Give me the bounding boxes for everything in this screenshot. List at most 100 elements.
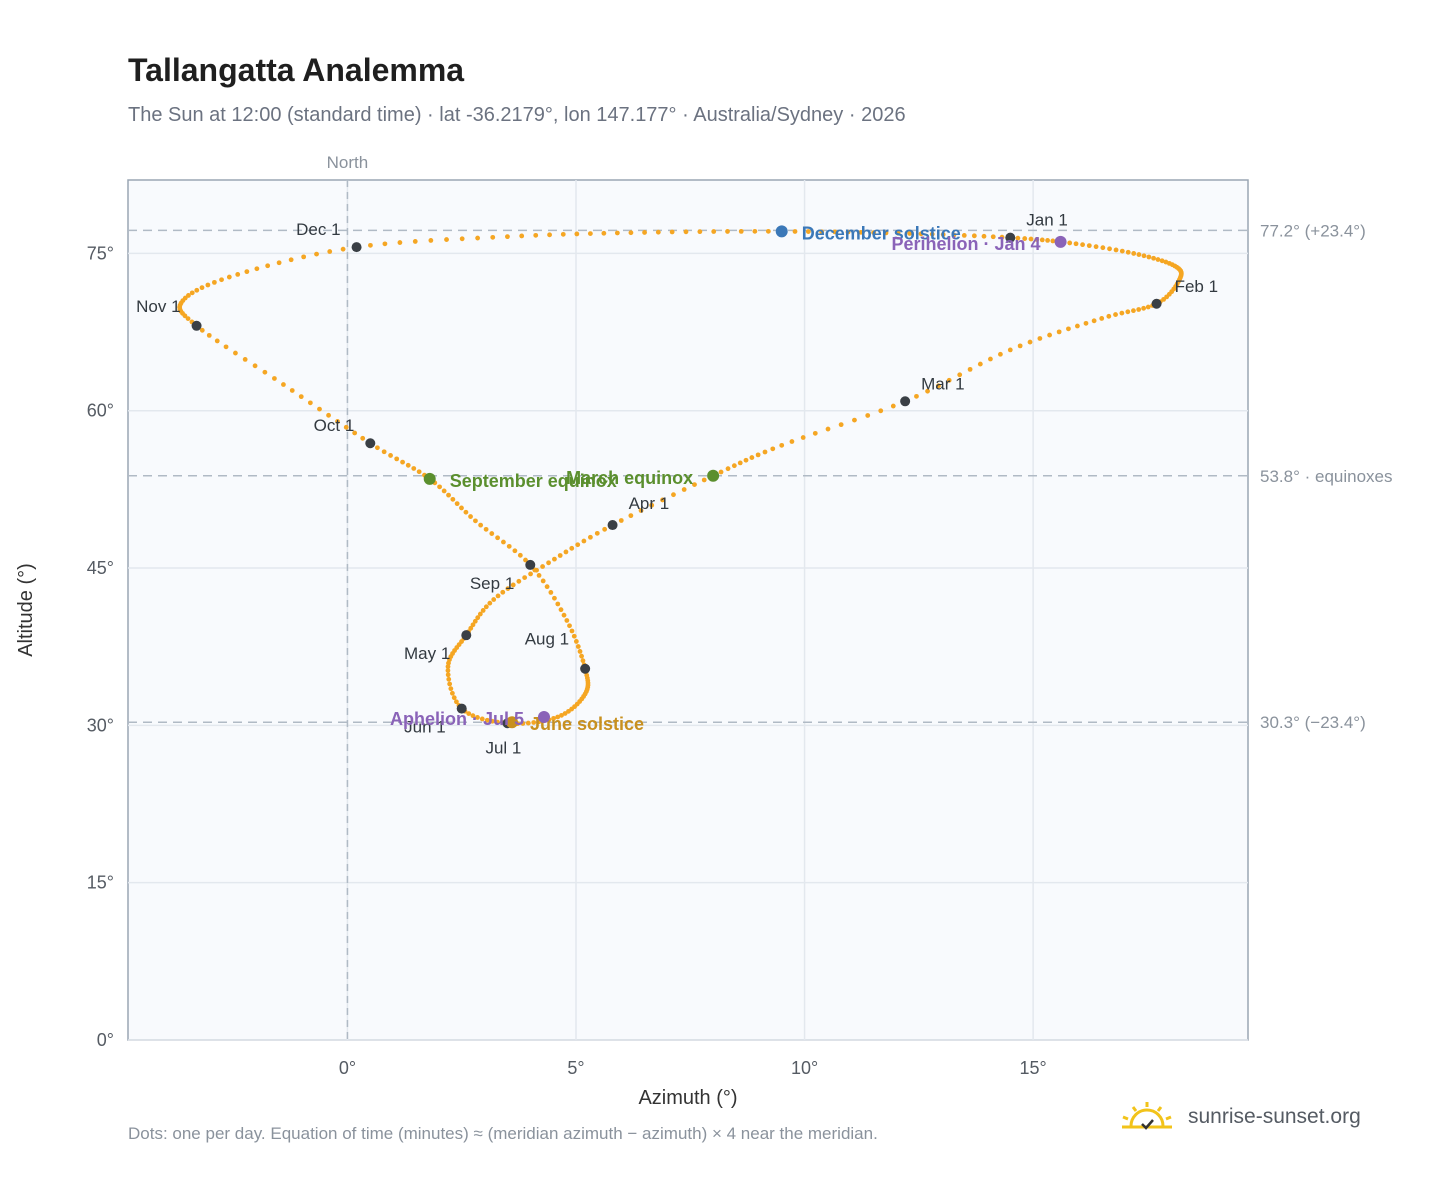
daily-dot xyxy=(219,277,224,283)
daily-dot xyxy=(533,232,539,238)
x-axis-title: Azimuth (°) xyxy=(638,1087,737,1109)
daily-dot xyxy=(532,567,538,573)
event-label: March equinox xyxy=(566,468,693,488)
daily-dot xyxy=(755,452,761,458)
daily-dot xyxy=(725,466,731,472)
daily-dot xyxy=(512,548,518,554)
daily-dot xyxy=(454,501,460,507)
brand[interactable]: sunrise-sunset.org xyxy=(1120,1100,1361,1134)
month-label: Mar 1 xyxy=(921,374,964,393)
daily-dot xyxy=(711,229,717,234)
daily-dot xyxy=(957,372,963,378)
x-tick-label: 5° xyxy=(567,1058,584,1078)
daily-dot xyxy=(448,686,454,692)
daily-dot xyxy=(628,513,634,519)
daily-dot xyxy=(473,518,478,524)
daily-dot xyxy=(878,408,884,414)
daily-dot xyxy=(343,424,349,430)
event-label: June solstice xyxy=(530,714,644,734)
daily-dot xyxy=(1099,316,1105,321)
daily-dot xyxy=(951,232,957,238)
daily-dot xyxy=(233,350,238,356)
daily-dot xyxy=(451,695,457,701)
daily-dot xyxy=(327,249,333,254)
daily-dot xyxy=(762,449,768,455)
event-marker xyxy=(506,716,518,729)
daily-dot xyxy=(490,234,496,240)
daily-dot xyxy=(563,549,569,555)
daily-dot xyxy=(551,715,556,721)
daily-dot xyxy=(495,535,500,541)
daily-dot xyxy=(441,488,447,494)
daily-dot xyxy=(1045,238,1050,243)
daily-dot xyxy=(375,445,380,451)
x-tick-label: 0° xyxy=(339,1058,356,1078)
daily-dot xyxy=(1141,253,1147,259)
daily-dot xyxy=(914,393,919,399)
daily-dot xyxy=(437,484,442,490)
daily-dot xyxy=(1107,246,1112,252)
daily-dot xyxy=(681,487,687,492)
month-marker xyxy=(607,520,618,531)
daily-dot xyxy=(301,254,307,260)
daily-dot xyxy=(1034,237,1040,242)
daily-dot xyxy=(411,466,417,471)
daily-dot xyxy=(907,231,913,236)
daily-dot xyxy=(520,721,526,726)
daily-dot xyxy=(961,232,967,238)
daily-dot xyxy=(525,720,531,726)
daily-dot xyxy=(731,463,737,469)
daily-dot xyxy=(852,417,857,423)
daily-dot xyxy=(587,534,593,540)
daily-dot xyxy=(743,457,749,463)
daily-dot xyxy=(289,388,295,393)
daily-dot xyxy=(1161,296,1167,302)
daily-dot xyxy=(1066,326,1071,332)
daily-dot xyxy=(770,446,776,452)
daily-dot xyxy=(262,369,268,375)
daily-dot xyxy=(412,239,418,244)
daily-dot xyxy=(470,713,476,719)
daily-dot xyxy=(1080,242,1085,248)
daily-dot xyxy=(655,229,661,235)
daily-dot xyxy=(1100,245,1106,251)
daily-dot xyxy=(738,228,744,234)
daily-dot xyxy=(967,366,973,372)
month-label: Jul 1 xyxy=(485,738,521,757)
daily-dot xyxy=(416,469,422,475)
daily-dot xyxy=(314,251,319,257)
daily-dot xyxy=(1037,336,1043,341)
daily-dot xyxy=(571,633,577,639)
daily-dot xyxy=(1091,318,1097,324)
month-marker xyxy=(456,703,467,714)
daily-dot xyxy=(1113,312,1118,317)
daily-dot xyxy=(725,229,730,234)
daily-dot xyxy=(483,604,489,610)
daily-dot xyxy=(800,435,806,440)
daily-dot xyxy=(832,229,838,235)
daily-dot xyxy=(397,240,403,245)
daily-dot xyxy=(463,509,469,515)
daily-dot xyxy=(487,600,493,606)
daily-dot xyxy=(536,572,542,578)
daily-dot xyxy=(692,482,697,487)
daily-dot xyxy=(618,518,624,523)
daily-dot xyxy=(276,260,282,266)
daily-dot xyxy=(890,403,896,409)
daily-dot xyxy=(594,530,600,536)
month-label: Oct 1 xyxy=(314,416,355,435)
daily-dot xyxy=(352,430,358,436)
daily-dot xyxy=(459,236,465,242)
y-tick-label: 75° xyxy=(87,243,114,263)
daily-dot xyxy=(211,279,217,285)
y-tick-label: 60° xyxy=(87,401,114,421)
daily-dot xyxy=(825,426,831,432)
daily-dot xyxy=(326,412,331,418)
daily-dot xyxy=(242,357,248,362)
daily-dot xyxy=(186,293,191,298)
daily-dot xyxy=(244,269,250,275)
event-label: Perihelion · Jan 4 xyxy=(892,234,1041,254)
month-label: Sep 1 xyxy=(470,574,514,593)
daily-dot xyxy=(519,233,525,239)
